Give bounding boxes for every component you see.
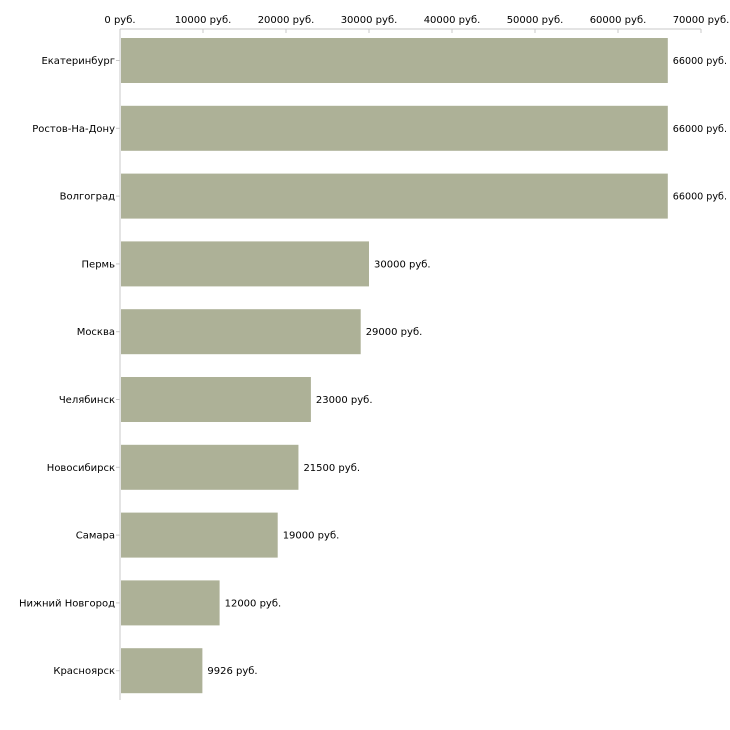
data-labels: 66000 руб. 66000 руб. 66000 руб. 30000 руб.… [207, 56, 727, 677]
bar[interactable] [121, 648, 203, 694]
category-label: Москва [77, 327, 115, 338]
data-label: 19000 руб. [283, 531, 340, 542]
category-label: Новосибирск [47, 463, 115, 474]
x-tick-label: 0 руб. [104, 15, 135, 26]
bar[interactable] [121, 241, 369, 287]
category-labels: Екатеринбург Ростов-На-Дону Волгоград Пермь… [19, 56, 115, 677]
data-label: 23000 руб. [316, 395, 373, 406]
y-axis [116, 29, 121, 700]
bar[interactable] [121, 38, 668, 83]
bar[interactable] [121, 444, 299, 490]
category-label: Пермь [82, 259, 116, 270]
category-label: Красноярск [53, 666, 115, 677]
x-tick-label: 70000 руб. [673, 15, 730, 26]
data-label: 66000 руб. [673, 124, 727, 135]
data-label: 30000 руб. [374, 259, 431, 270]
data-label: 66000 руб. [673, 192, 727, 203]
x-axis: 0 руб. 10000 руб. 20000 руб. 30000 руб. 4000… [104, 15, 729, 33]
data-label: 29000 руб. [366, 327, 423, 338]
x-tick-label: 50000 руб. [507, 15, 564, 26]
data-label: 9926 руб. [207, 666, 257, 677]
x-tick-label: 10000 руб. [175, 15, 232, 26]
category-label: Ростов-На-Дону [32, 124, 115, 135]
bar[interactable] [121, 105, 668, 151]
category-label: Челябинск [59, 395, 115, 406]
bar[interactable] [121, 173, 668, 219]
x-tick-label: 20000 руб. [258, 15, 315, 26]
x-tick-label: 60000 руб. [590, 15, 647, 26]
bars [121, 38, 668, 694]
data-label: 21500 руб. [303, 463, 360, 474]
data-label: 12000 руб. [225, 598, 282, 609]
bar[interactable] [121, 580, 220, 626]
data-label: 66000 руб. [673, 56, 727, 67]
x-tick-label: 30000 руб. [341, 15, 398, 26]
category-label: Самара [76, 531, 115, 542]
category-label: Волгоград [60, 192, 115, 203]
category-label: Екатеринбург [41, 56, 115, 67]
bar[interactable] [121, 512, 278, 558]
bar[interactable] [121, 377, 311, 422]
x-tick-label: 40000 руб. [424, 15, 481, 26]
category-label: Нижний Новгород [19, 598, 115, 609]
bar[interactable] [121, 309, 361, 355]
